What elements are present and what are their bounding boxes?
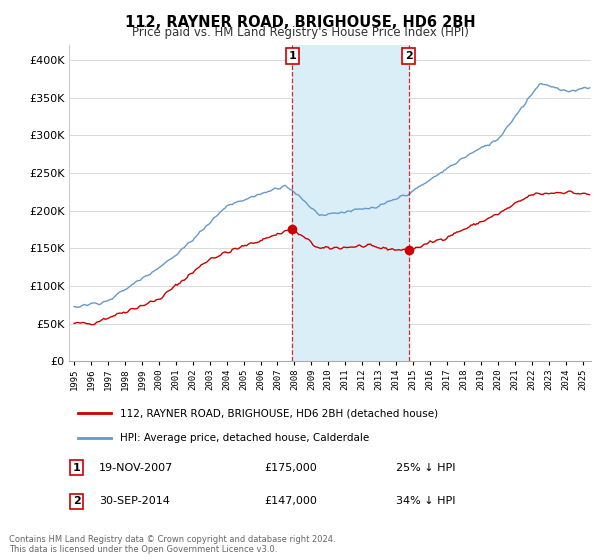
- Text: 30-SEP-2014: 30-SEP-2014: [99, 496, 170, 506]
- Text: 112, RAYNER ROAD, BRIGHOUSE, HD6 2BH (detached house): 112, RAYNER ROAD, BRIGHOUSE, HD6 2BH (de…: [121, 408, 439, 418]
- Text: 112, RAYNER ROAD, BRIGHOUSE, HD6 2BH: 112, RAYNER ROAD, BRIGHOUSE, HD6 2BH: [125, 15, 475, 30]
- Text: 34% ↓ HPI: 34% ↓ HPI: [396, 496, 455, 506]
- Text: £147,000: £147,000: [264, 496, 317, 506]
- Text: 2: 2: [405, 51, 413, 61]
- Text: 1: 1: [73, 463, 80, 473]
- Text: Contains HM Land Registry data © Crown copyright and database right 2024.: Contains HM Land Registry data © Crown c…: [9, 535, 335, 544]
- Text: 2: 2: [73, 496, 80, 506]
- Text: This data is licensed under the Open Government Licence v3.0.: This data is licensed under the Open Gov…: [9, 545, 277, 554]
- Text: £175,000: £175,000: [264, 463, 317, 473]
- Text: Price paid vs. HM Land Registry's House Price Index (HPI): Price paid vs. HM Land Registry's House …: [131, 26, 469, 39]
- Text: HPI: Average price, detached house, Calderdale: HPI: Average price, detached house, Cald…: [121, 433, 370, 443]
- Text: 1: 1: [289, 51, 296, 61]
- Bar: [292, 45, 409, 361]
- Text: 19-NOV-2007: 19-NOV-2007: [99, 463, 173, 473]
- Text: 25% ↓ HPI: 25% ↓ HPI: [396, 463, 455, 473]
